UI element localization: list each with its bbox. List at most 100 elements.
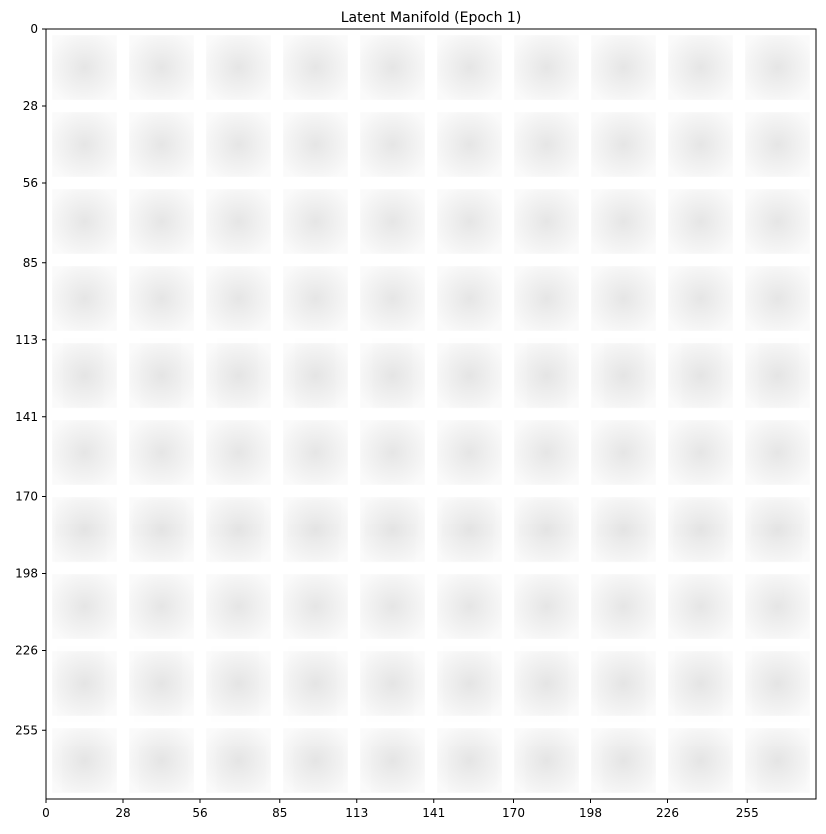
stroke-core (765, 155, 800, 174)
tile-strokes (368, 653, 417, 716)
manifold-tile (745, 35, 810, 100)
manifold-tile (283, 189, 348, 254)
stroke-core (473, 661, 493, 700)
stroke-core (600, 526, 643, 560)
manifold-tile (52, 497, 117, 562)
stroke-core (595, 606, 631, 617)
stroke-core (457, 122, 472, 145)
stroke-core (225, 122, 240, 145)
stroke-core (147, 115, 170, 162)
tile-strokes (685, 189, 719, 254)
manifold-tile (129, 343, 194, 408)
stroke-core (83, 741, 106, 764)
manifold-tile (360, 574, 427, 639)
chart-title: Latent Manifold (Epoch 1) (341, 10, 522, 26)
stroke-core (148, 122, 163, 145)
manifold-tile (283, 35, 348, 100)
tile-strokes (145, 189, 179, 254)
stroke-core (137, 526, 179, 560)
manifold-tile (514, 497, 579, 562)
tile-strokes (299, 189, 333, 254)
stroke-core (459, 229, 486, 252)
stroke-core (756, 654, 796, 714)
stroke-core (155, 271, 176, 304)
y-tick-label: 226 (15, 644, 38, 658)
tile-strokes (215, 726, 264, 795)
manifold-tile (591, 726, 656, 795)
stroke-core (685, 467, 731, 479)
stroke-core (387, 271, 408, 304)
manifold-tile (360, 266, 425, 331)
tile-strokes (524, 726, 573, 795)
stroke-core (607, 345, 642, 402)
stroke-core (536, 75, 563, 98)
x-tick-label: 28 (115, 806, 130, 820)
tile-strokes (52, 582, 117, 619)
tile-strokes (140, 268, 179, 327)
stroke-core (302, 155, 336, 174)
tile-strokes (299, 113, 338, 176)
stroke-core (375, 271, 408, 324)
tile-strokes (449, 268, 488, 327)
manifold-tile (514, 651, 579, 716)
manifold-tile (437, 726, 502, 795)
tile-strokes (608, 113, 647, 176)
manifold-tile (129, 112, 194, 177)
tile-strokes (601, 726, 650, 795)
manifold-tile (514, 574, 581, 639)
manifold-tile (129, 266, 194, 331)
tile-strokes (439, 425, 501, 480)
stroke-core (753, 583, 811, 607)
stroke-core (150, 371, 179, 392)
tile-strokes (219, 343, 258, 403)
manifold-tile (591, 343, 656, 408)
x-axis: 0 28 56 85 113 141 170 198 226 255 (42, 799, 759, 820)
manifold-tile (591, 651, 656, 716)
tile-strokes (67, 189, 101, 254)
manifold-tile (52, 343, 117, 408)
stroke-core (87, 661, 107, 700)
stroke-core (224, 115, 247, 162)
tile-strokes (292, 726, 341, 795)
stroke-core (214, 526, 257, 560)
tile-strokes (516, 425, 578, 480)
stroke-core (72, 371, 101, 392)
stroke-core (70, 155, 105, 174)
tile-strokes (759, 343, 798, 403)
stroke-core (66, 345, 101, 402)
tile-strokes (68, 113, 106, 176)
stroke-core (292, 654, 333, 714)
tile-strokes (376, 189, 410, 254)
tile-strokes (521, 500, 570, 562)
stroke-core (531, 467, 576, 479)
manifold-tile (668, 189, 733, 254)
stroke-core (378, 115, 401, 162)
manifold-tile (129, 420, 194, 485)
manifold-tile (52, 420, 117, 485)
stroke-core (220, 271, 253, 324)
x-tick-label: 255 (736, 806, 759, 820)
manifold-tile (129, 35, 194, 100)
tile-strokes (454, 189, 488, 254)
tile-strokes (212, 500, 261, 562)
stroke-core (624, 741, 647, 764)
stroke-core (392, 741, 415, 764)
tile-strokes (763, 113, 802, 176)
tile-strokes (284, 582, 349, 619)
manifold-tile (360, 112, 425, 177)
stroke-core (452, 345, 487, 402)
tile-strokes (439, 582, 504, 619)
y-tick-label: 113 (15, 333, 38, 347)
tile-strokes (296, 343, 335, 403)
stroke-core (150, 75, 177, 98)
tile-strokes (748, 582, 813, 619)
tile-strokes (445, 653, 495, 716)
stroke-core (57, 583, 116, 607)
manifold-tile (206, 343, 271, 408)
manifold-tile (668, 266, 733, 331)
tile-strokes (361, 425, 423, 480)
manifold-tile (206, 35, 271, 100)
stroke-core (241, 661, 261, 700)
manifold-tile (437, 112, 502, 177)
tile-strokes (367, 500, 415, 562)
